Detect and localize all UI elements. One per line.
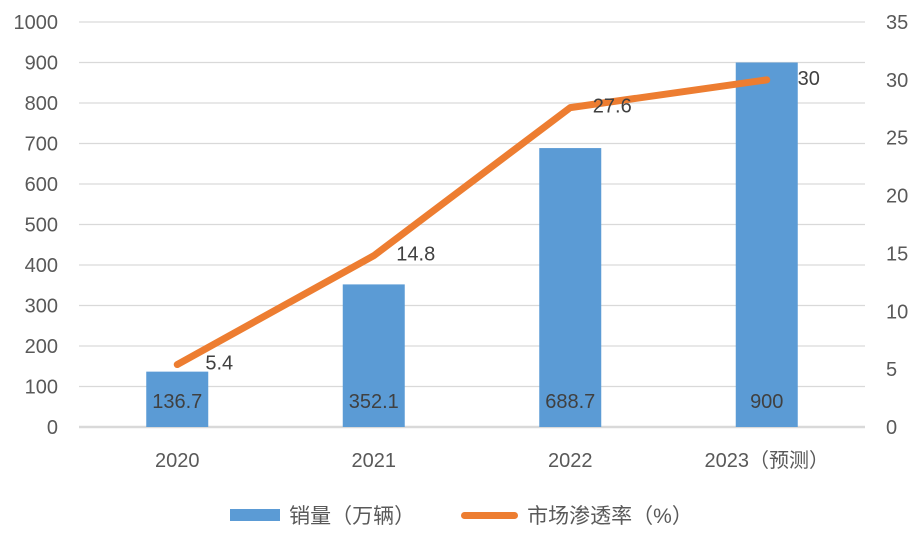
left-axis-tick-label: 200 (25, 336, 58, 358)
left-axis-tick-label: 0 (47, 417, 58, 439)
right-axis-tick-label: 35 (886, 12, 908, 34)
left-axis-tick-label: 700 (25, 134, 58, 156)
line-value-label: 14.8 (396, 244, 435, 266)
line-value-label: 5.4 (205, 353, 233, 375)
bar-2021 (342, 284, 405, 427)
line-series (173, 76, 771, 369)
left-axis-tick-label: 800 (25, 93, 58, 115)
bar-value-label: 688.7 (545, 391, 595, 413)
left-axis-tick-label: 600 (25, 174, 58, 196)
x-axis-label: 2023（预测） (705, 449, 830, 472)
left-axis-tick-label: 400 (25, 255, 58, 277)
line-series-swatch (461, 511, 519, 519)
bar-2023（预测） (735, 62, 798, 427)
left-axis-tick-label: 300 (25, 296, 58, 318)
right-axis-tick-label: 25 (886, 128, 908, 150)
legend-item-sales: 销量（万辆） (230, 500, 415, 530)
left-axis-tick-label: 1000 (14, 12, 59, 34)
left-axis-tick-label: 500 (25, 215, 58, 237)
legend-item-penetration: 市场渗透率（%） (461, 500, 693, 530)
right-axis-tick-label: 30 (886, 70, 908, 92)
line-value-label: 30 (798, 68, 820, 90)
line-value-label: 27.6 (593, 96, 632, 118)
legend-label-penetration: 市场渗透率（%） (527, 505, 693, 528)
bar-value-label: 352.1 (349, 391, 399, 413)
x-axis-label: 2020 (155, 450, 200, 472)
bar-value-label: 900 (750, 391, 783, 413)
right-axis-tick-label: 0 (886, 417, 897, 439)
x-axis-label: 2021 (352, 450, 397, 472)
bar-2020 (146, 371, 209, 427)
legend-label-sales: 销量（万辆） (289, 505, 416, 528)
right-axis-tick-label: 5 (886, 359, 897, 381)
bar-series-swatch (230, 509, 281, 521)
right-axis-tick-label: 15 (886, 243, 908, 265)
right-axis-tick-label: 20 (886, 186, 908, 208)
right-axis-tick-label: 10 (886, 301, 908, 323)
bar-2022 (539, 148, 602, 428)
legend: 销量（万辆） 市场渗透率（%） (0, 500, 923, 530)
x-axis-label: 2022 (548, 450, 593, 472)
left-axis-tick-label: 900 (25, 53, 58, 75)
bar-value-label: 136.7 (152, 391, 202, 413)
left-axis-tick-label: 100 (25, 377, 58, 399)
